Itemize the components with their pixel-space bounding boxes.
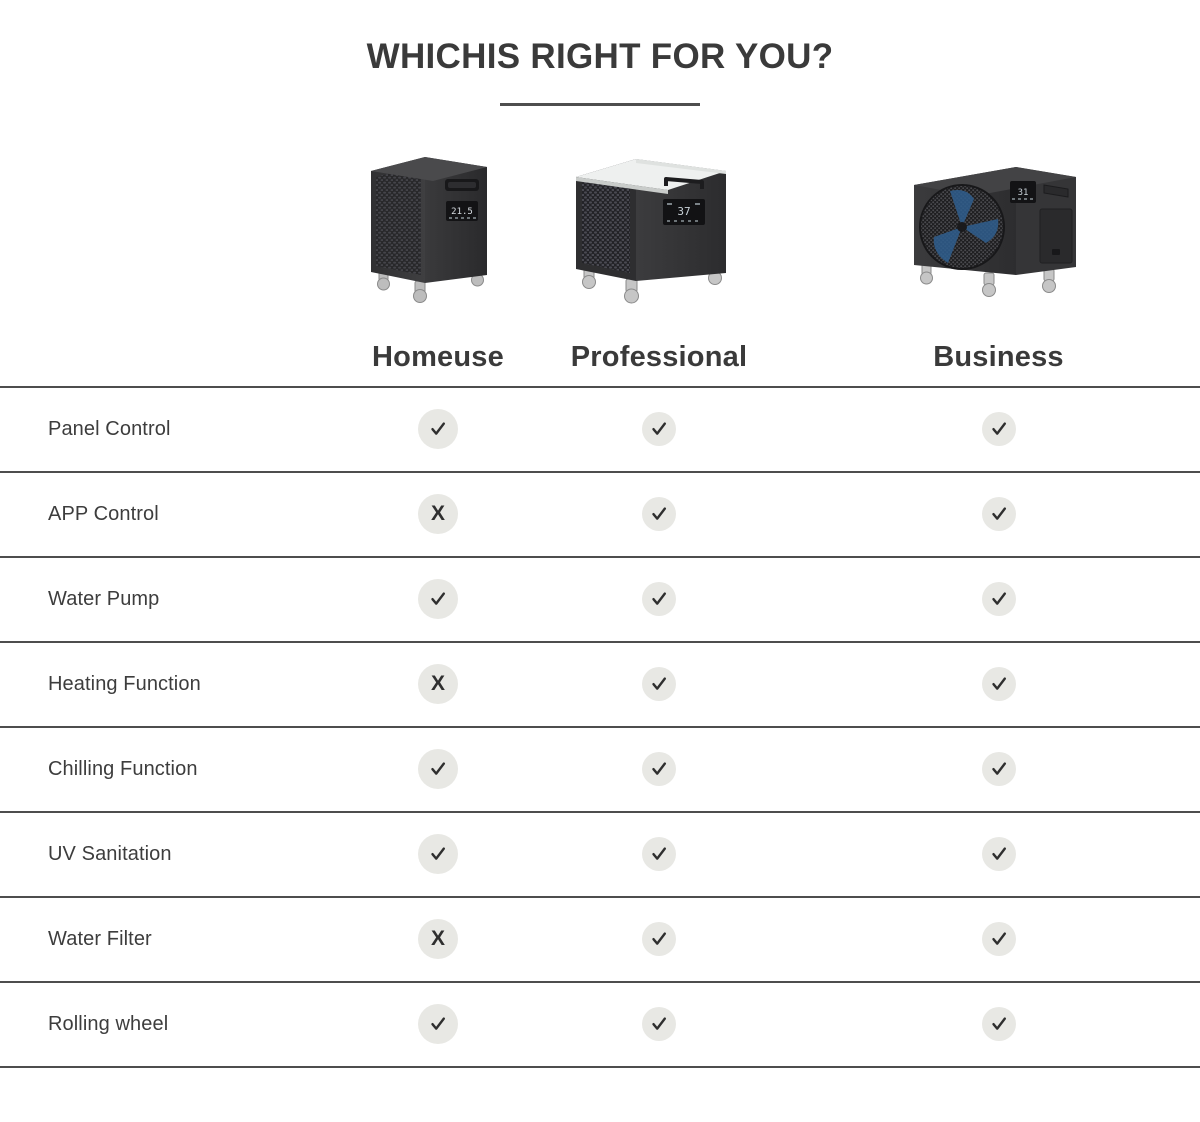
column-header-label: Homeuse xyxy=(372,340,504,373)
check-icon xyxy=(642,497,676,531)
title-block: WHICHIS RIGHT FOR YOU? xyxy=(0,0,1200,106)
cross-icon: X xyxy=(418,919,458,959)
row-divider xyxy=(0,640,1200,643)
feature-value-cell xyxy=(521,1007,797,1041)
feature-label: UV Sanitation xyxy=(48,842,172,865)
feature-value-cell xyxy=(797,1007,1200,1041)
feature-value-cell xyxy=(355,834,521,874)
check-icon xyxy=(418,579,458,619)
feature-value-cell xyxy=(521,752,797,786)
table-header-row: 21.5 Homeuse xyxy=(0,136,1200,374)
row-divider xyxy=(0,980,1200,983)
svg-text:31: 31 xyxy=(1017,188,1028,198)
check-icon xyxy=(981,752,1016,786)
table-row: APP Control X xyxy=(0,473,1200,556)
feature-value-cell xyxy=(797,412,1200,446)
feature-value-cell xyxy=(797,667,1200,701)
check-icon xyxy=(642,837,676,871)
table-row: UV Sanitation xyxy=(0,813,1200,896)
feature-value-cell xyxy=(521,922,797,956)
feature-value-cell xyxy=(521,412,797,446)
feature-value-cell xyxy=(521,497,797,531)
feature-label: APP Control xyxy=(48,502,159,525)
feature-value-cell xyxy=(797,922,1200,956)
feature-rows-container: Panel Control APP Control X Water Pump Heati… xyxy=(0,385,1200,1068)
check-icon xyxy=(642,667,676,701)
feature-label: Chilling Function xyxy=(48,757,198,780)
feature-value-cell xyxy=(797,752,1200,786)
feature-value-cell xyxy=(355,409,521,449)
page-title: WHICHIS RIGHT FOR YOU? xyxy=(366,37,834,76)
check-icon xyxy=(981,497,1016,531)
row-divider xyxy=(0,555,1200,558)
row-divider xyxy=(0,895,1200,898)
check-icon xyxy=(981,1007,1016,1041)
feature-label: Water Filter xyxy=(48,927,152,950)
feature-value-cell xyxy=(355,749,521,789)
row-divider xyxy=(0,1065,1200,1068)
feature-value-cell xyxy=(521,582,797,616)
feature-label: Panel Control xyxy=(48,417,171,440)
feature-label: Water Pump xyxy=(48,587,160,610)
feature-value-cell xyxy=(355,579,521,619)
column-header-label: Business xyxy=(933,340,1064,373)
check-icon xyxy=(418,834,458,874)
table-row: Panel Control xyxy=(0,388,1200,471)
table-row: Rolling wheel xyxy=(0,983,1200,1066)
table-row: Water Filter X xyxy=(0,898,1200,981)
check-icon xyxy=(642,412,676,446)
product-column-business[interactable]: 31 Business xyxy=(797,136,1200,374)
check-icon xyxy=(981,412,1016,446)
professional-chiller-unit-icon: 37 xyxy=(564,136,754,311)
row-divider xyxy=(0,725,1200,728)
check-icon xyxy=(418,749,458,789)
portable-chiller-unit-icon: 21.5 xyxy=(363,136,513,311)
column-header-label: Professional xyxy=(570,340,748,373)
check-icon xyxy=(642,1007,676,1041)
check-icon xyxy=(642,582,676,616)
feature-value-cell xyxy=(521,837,797,871)
row-divider xyxy=(0,810,1200,813)
title-underline-rule xyxy=(500,102,700,106)
check-icon xyxy=(981,922,1016,956)
header-bottom-spacer xyxy=(0,374,1200,386)
check-icon xyxy=(981,582,1016,616)
check-icon xyxy=(642,922,676,956)
product-column-homeuse[interactable]: 21.5 Homeuse xyxy=(355,136,521,374)
check-icon xyxy=(981,837,1016,871)
feature-value-cell xyxy=(797,497,1200,531)
feature-value-cell: X xyxy=(355,919,521,959)
svg-text:21.5: 21.5 xyxy=(451,207,473,217)
product-column-professional[interactable]: 37 Professional xyxy=(521,136,797,374)
business-heat-pump-unit-icon: 31 xyxy=(904,136,1094,311)
check-icon xyxy=(981,667,1016,701)
feature-value-cell xyxy=(797,582,1200,616)
feature-value-cell: X xyxy=(355,494,521,534)
check-icon xyxy=(418,409,458,449)
feature-label: Heating Function xyxy=(48,672,201,695)
feature-value-cell xyxy=(355,1004,521,1044)
feature-label: Rolling wheel xyxy=(48,1012,169,1035)
row-divider xyxy=(0,385,1200,388)
check-icon xyxy=(418,1004,458,1044)
feature-value-cell: X xyxy=(355,664,521,704)
cross-icon: X xyxy=(418,494,458,534)
check-icon xyxy=(642,752,676,786)
cross-icon: X xyxy=(418,664,458,704)
feature-value-cell xyxy=(797,837,1200,871)
table-row: Chilling Function xyxy=(0,728,1200,811)
svg-text:37: 37 xyxy=(677,205,690,218)
row-divider xyxy=(0,470,1200,473)
table-row: Water Pump xyxy=(0,558,1200,641)
feature-value-cell xyxy=(521,667,797,701)
table-row: Heating Function X xyxy=(0,643,1200,726)
comparison-table: 21.5 Homeuse xyxy=(0,136,1200,1068)
